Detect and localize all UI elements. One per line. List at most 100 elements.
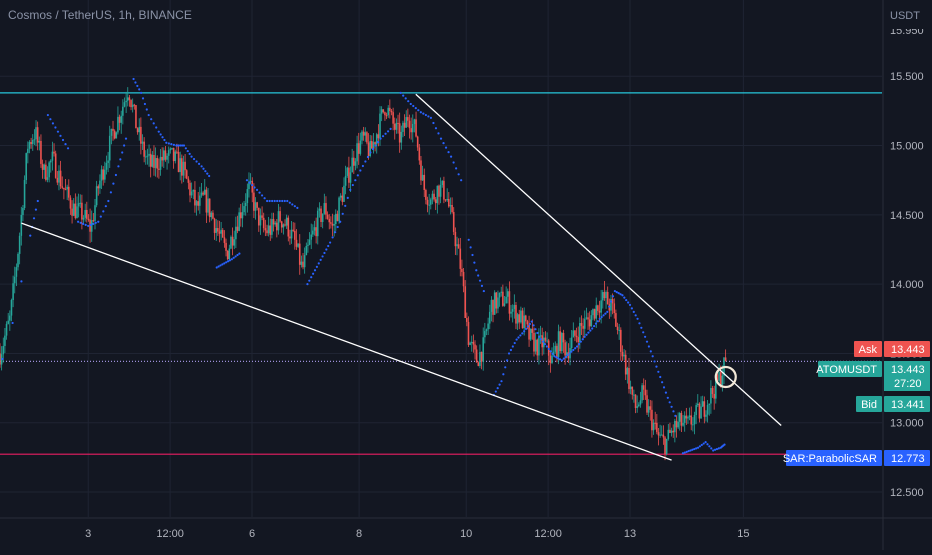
sar-dot	[419, 111, 422, 114]
candle-body	[403, 122, 406, 128]
candle-body	[51, 151, 54, 161]
candle-body	[439, 185, 442, 197]
price-axis[interactable]: 12.50013.00013.50014.00014.50015.00015.5…	[890, 25, 924, 499]
sar-dot	[346, 196, 349, 199]
candle-body	[606, 291, 609, 305]
candle-body	[669, 429, 671, 433]
candle-body	[579, 323, 581, 343]
candle-body	[249, 180, 252, 182]
candle-body	[472, 341, 475, 345]
sar-dot	[94, 221, 97, 224]
candle-body	[12, 283, 14, 300]
price-labels: Ask 13.443 ATOMUSDT 13.443 27:20 Bid 13.441 SAR…	[783, 341, 930, 466]
x-tick-label: 6	[249, 528, 255, 540]
sar-dot	[112, 182, 115, 185]
candle-body	[236, 226, 239, 231]
candle-body	[189, 182, 191, 196]
lower-trendline	[21, 222, 672, 461]
time-axis[interactable]: 3 12:00 6 8 10 12:00 13 15	[85, 528, 749, 540]
candle-body	[303, 255, 306, 268]
sar-dot	[543, 342, 547, 346]
candle-body	[131, 104, 134, 108]
sar-dot	[511, 345, 514, 348]
sar-dot	[655, 365, 658, 368]
x-tick-label: 15	[737, 528, 749, 540]
candle-body	[79, 202, 82, 204]
sar-dot	[598, 317, 601, 320]
bid-name-box	[856, 396, 882, 412]
candle-body	[534, 339, 537, 352]
candle-body	[431, 193, 434, 200]
candle-body	[426, 199, 429, 205]
candle-body	[696, 403, 699, 406]
candle-body	[700, 406, 702, 419]
candle-body	[636, 406, 638, 408]
candle-body	[122, 106, 124, 116]
candle-body	[565, 352, 568, 356]
sar-dot	[477, 274, 480, 277]
candle-body	[251, 180, 254, 193]
sar-dot	[434, 127, 438, 130]
candle-body	[446, 199, 448, 201]
candle-body	[48, 162, 50, 178]
candle-body	[364, 132, 367, 136]
candle-body	[487, 323, 489, 330]
sar-dot	[66, 147, 70, 150]
candle-body	[199, 195, 201, 206]
candle-body	[448, 199, 450, 207]
candle-body	[279, 211, 281, 222]
candle-body	[674, 420, 676, 433]
candle-body	[200, 192, 203, 196]
candle-body	[243, 206, 245, 213]
sar-dot	[664, 391, 668, 394]
candle-body	[294, 230, 296, 240]
sar-dot	[710, 447, 713, 450]
candle-body	[582, 325, 584, 329]
sar-dot	[147, 113, 150, 117]
candle-body	[715, 374, 717, 399]
candle-body	[307, 244, 309, 246]
candle-body	[411, 123, 414, 133]
candle-body	[246, 189, 249, 203]
candle-body	[174, 151, 177, 162]
sar-dot	[313, 269, 317, 272]
sar-dot	[553, 355, 556, 358]
candle-body	[493, 292, 496, 315]
sar-dot	[668, 401, 671, 404]
candle-body	[339, 195, 342, 198]
sar-dot	[532, 324, 535, 327]
candle-body	[195, 201, 198, 206]
sar-dot	[517, 336, 520, 339]
candle-body	[374, 142, 376, 145]
candle-body	[135, 105, 137, 129]
sar-dot	[547, 347, 550, 351]
highlight-circle	[714, 365, 737, 389]
sar-dot	[260, 194, 264, 197]
candle-body	[665, 438, 668, 454]
candle-body	[539, 335, 542, 337]
sar-dot	[589, 329, 592, 332]
candle-body	[302, 261, 304, 268]
candle-body	[181, 158, 183, 176]
sar-dot	[200, 165, 203, 168]
candle-body	[331, 223, 334, 226]
candle-body	[375, 134, 378, 145]
candle-body	[408, 120, 411, 129]
sar-dot	[336, 225, 339, 229]
sar-dot	[606, 310, 609, 313]
sar-dot	[291, 203, 294, 206]
sar-dot	[226, 260, 230, 263]
candle-body	[613, 303, 616, 314]
candle-body	[529, 328, 532, 340]
candle-body	[429, 199, 432, 205]
candle-body	[176, 151, 178, 153]
candle-body	[33, 139, 36, 141]
sar-dot	[315, 265, 318, 268]
candle-body	[402, 122, 404, 132]
sar-dot	[600, 315, 603, 319]
candle-body	[320, 208, 322, 222]
candle-body	[516, 314, 519, 324]
sar-dot	[657, 370, 660, 373]
candle-body	[325, 203, 327, 215]
